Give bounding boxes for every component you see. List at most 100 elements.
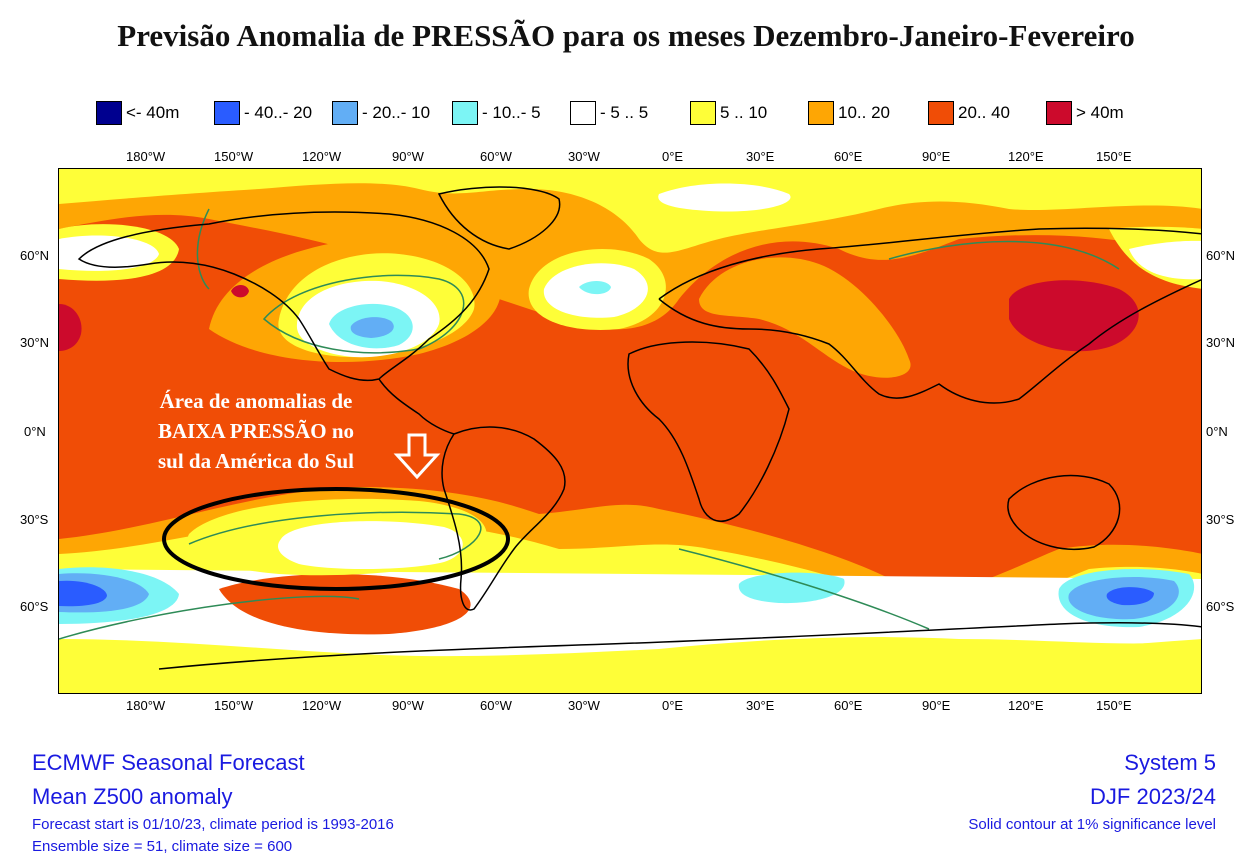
significance-contour <box>59 208 1120 640</box>
annotation-line-3: sul da América do Sul <box>157 449 355 473</box>
lat-tick-right: 30°S <box>1206 512 1235 527</box>
legend-item: 5 .. 10 <box>690 100 767 126</box>
footer-period: DJF 2023/24 <box>1090 784 1216 809</box>
lat-tick-right: 0°N <box>1206 424 1228 439</box>
legend-swatch <box>690 101 716 125</box>
annotation-line-1: Área de anomalias de <box>159 389 353 413</box>
legend-label: <- 40m <box>126 103 180 122</box>
coastline-greenland <box>437 186 561 250</box>
anomaly-area-antarctic-yellow <box>59 639 1201 693</box>
anomaly-area-sa-white <box>278 521 463 570</box>
lon-tick-top: 60°E <box>834 149 863 164</box>
lon-tick-top: 120°E <box>1008 149 1044 164</box>
legend-item: - 5 .. 5 <box>570 100 648 126</box>
legend-swatch <box>570 101 596 125</box>
anomaly-area-na-lightblue <box>350 317 394 338</box>
legend-item: - 40..- 20 <box>214 100 312 126</box>
anomaly-area-north-yellow <box>59 169 1201 253</box>
anomaly-area-pacific-red <box>231 285 249 298</box>
legend-label: 10.. 20 <box>838 103 890 122</box>
anomaly-area-s-cyan <box>738 572 845 604</box>
lon-tick-top: 30°W <box>568 149 600 164</box>
footer-variable: Mean Z500 anomaly <box>32 784 233 809</box>
lon-tick-bottom: 120°W <box>302 698 342 713</box>
footer-contour-note: Solid contour at 1% significance level <box>968 816 1216 833</box>
anomaly-area-south-pacific-orange <box>219 574 471 635</box>
lon-tick-bottom: 90°W <box>392 698 424 713</box>
lon-tick-top: 120°W <box>302 149 342 164</box>
lat-tick-right: 60°N <box>1206 248 1236 263</box>
lon-tick-top: 150°W <box>214 149 254 164</box>
legend-item: - 20..- 10 <box>332 100 430 126</box>
anomaly-area-sw-blue <box>59 580 107 607</box>
lon-tick-bottom: 90°E <box>922 698 951 713</box>
coastlines <box>77 186 1201 670</box>
lon-tick-bottom: 60°W <box>480 698 512 713</box>
legend-item: > 40m <box>1046 100 1124 126</box>
page-title: Previsão Anomalia de PRESSÃO para os mes… <box>117 18 1135 53</box>
lat-tick-right: 30°N <box>1206 335 1236 350</box>
lon-tick-top: 60°W <box>480 149 512 164</box>
anomaly-area-eurasia-orange <box>699 257 911 378</box>
legend-label: 20.. 40 <box>958 103 1010 122</box>
coastline-africa <box>627 341 790 522</box>
highlight-ellipse <box>162 487 510 591</box>
anomaly-area-se-blue <box>1106 587 1154 606</box>
footer-left: ECMWF Seasonal Forecast Mean Z500 anomal… <box>32 746 394 858</box>
lon-tick-top: 30°E <box>746 149 775 164</box>
anomaly-area-north-orange <box>59 169 1201 330</box>
map-annotation: Área de anomalias de BAIXA PRESSÃO no su… <box>126 386 386 476</box>
legend-swatch <box>1046 101 1072 125</box>
down-arrow-icon <box>393 433 441 480</box>
legend-swatch <box>214 101 240 125</box>
legend-item: - 10..- 5 <box>452 100 541 126</box>
lat-tick-left: 60°S <box>20 599 49 614</box>
lon-tick-top: 0°E <box>662 149 684 164</box>
legend-swatch <box>452 101 478 125</box>
footer-ensemble: Ensemble size = 51, climate size = 600 <box>32 838 293 855</box>
lat-tick-right: 60°S <box>1206 599 1235 614</box>
lon-tick-top: 90°W <box>392 149 424 164</box>
anomaly-area-north-white <box>658 183 791 212</box>
map-canvas <box>59 169 1201 693</box>
anomaly-area-japan-darkred <box>1009 280 1139 352</box>
coastline-central-america <box>378 378 455 435</box>
lat-tick-left: 30°S <box>20 512 49 527</box>
lon-tick-bottom: 180°W <box>126 698 166 713</box>
footer-source: ECMWF Seasonal Forecast <box>32 750 305 775</box>
coastline-eurasia <box>658 227 1201 404</box>
legend-label: - 40..- 20 <box>244 103 313 122</box>
legend-swatch <box>928 101 954 125</box>
footer-forecast-start: Forecast start is 01/10/23, climate peri… <box>32 816 394 833</box>
lon-tick-top: 90°E <box>922 149 951 164</box>
legend-label: > 40m <box>1076 103 1124 122</box>
annotation-line-2: BAIXA PRESSÃO no <box>157 419 355 443</box>
lon-tick-bottom: 150°W <box>214 698 254 713</box>
anomaly-area-north-white-pole <box>1129 240 1201 280</box>
lon-tick-top: 180°W <box>126 149 166 164</box>
anomaly-area-edge-red <box>59 304 82 351</box>
legend-item: <- 40m <box>96 100 179 126</box>
legend-label: - 10..- 5 <box>482 103 541 122</box>
footer-system: System 5 <box>1124 750 1216 775</box>
legend-label: - 5 .. 5 <box>600 103 649 122</box>
footer-right: System 5 DJF 2023/24 Solid contour at 1%… <box>968 746 1216 836</box>
lat-tick-left: 60°N <box>20 248 50 263</box>
lat-tick-left: 30°N <box>20 335 50 350</box>
legend-label: 5 .. 10 <box>720 103 768 122</box>
coastline-north-america <box>77 211 490 381</box>
legend-swatch <box>808 101 834 125</box>
coastline-south-america <box>441 426 566 611</box>
legend-item: 10.. 20 <box>808 100 890 126</box>
lon-tick-bottom: 150°E <box>1096 698 1132 713</box>
coastline-australia <box>1007 474 1121 551</box>
coastline-antarctica <box>158 622 1201 670</box>
lon-tick-bottom: 30°E <box>746 698 775 713</box>
anomaly-map[interactable] <box>58 168 1202 694</box>
lon-tick-bottom: 30°W <box>568 698 600 713</box>
legend-swatch <box>96 101 122 125</box>
legend-label: - 20..- 10 <box>362 103 431 122</box>
legend-item: 20.. 40 <box>928 100 1010 126</box>
lat-tick-left: 0°N <box>24 424 46 439</box>
lon-tick-bottom: 0°E <box>662 698 684 713</box>
